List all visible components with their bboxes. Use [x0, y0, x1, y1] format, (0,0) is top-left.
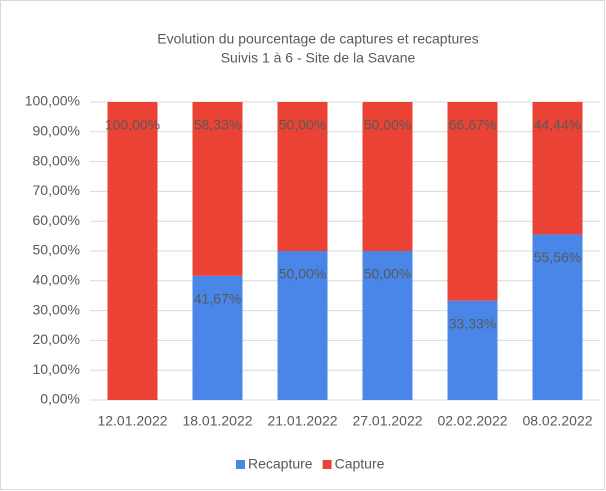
data-label: 66,67%: [449, 117, 496, 133]
bar-segment: [362, 102, 413, 251]
legend-swatch: [236, 460, 245, 469]
data-label: 50,00%: [279, 266, 326, 282]
bar-segment: [532, 234, 583, 400]
y-tick-label: 70,00%: [33, 182, 80, 198]
chart-title: Evolution du pourcentage de captures et …: [157, 31, 478, 47]
legend-label: Recapture: [248, 456, 313, 472]
data-label: 58,33%: [194, 117, 241, 133]
x-tick-label: 08.02.2022: [522, 413, 592, 429]
data-label: 55,56%: [534, 249, 581, 265]
y-tick-label: 20,00%: [33, 331, 80, 347]
y-tick-label: 0,00%: [40, 391, 80, 407]
y-tick-label: 60,00%: [33, 212, 80, 228]
x-tick-label: 27.01.2022: [352, 413, 422, 429]
data-label: 44,44%: [534, 117, 581, 133]
bar-segment: [277, 251, 328, 400]
y-tick-label: 10,00%: [33, 361, 80, 377]
bar-segment: [107, 102, 158, 400]
bar-segment: [447, 102, 498, 301]
bar-segment: [447, 300, 498, 400]
data-label: 50,00%: [364, 117, 411, 133]
x-tick-label: 18.01.2022: [182, 413, 252, 429]
legend-swatch: [322, 460, 332, 469]
y-tick-label: 90,00%: [33, 123, 80, 139]
y-tick-label: 50,00%: [33, 242, 80, 258]
bar-segment: [277, 102, 328, 251]
y-tick-label: 40,00%: [33, 272, 80, 288]
data-label: 41,67%: [194, 291, 241, 307]
x-tick-label: 12.01.2022: [97, 413, 167, 429]
data-label: 100,00%: [105, 117, 160, 133]
chart-subtitle: Suivis 1 à 6 - Site de la Savane: [221, 50, 416, 66]
bar-segment: [362, 251, 413, 400]
legend-label: Capture: [335, 456, 385, 472]
bar-segment: [192, 275, 243, 400]
data-label: 33,33%: [449, 315, 496, 331]
data-label: 50,00%: [364, 266, 411, 282]
y-tick-label: 30,00%: [33, 301, 80, 317]
x-tick-label: 02.02.2022: [437, 413, 507, 429]
data-label: 50,00%: [279, 117, 326, 133]
x-tick-label: 21.01.2022: [267, 413, 337, 429]
y-tick-label: 80,00%: [33, 152, 80, 168]
y-tick-label: 100,00%: [25, 93, 80, 109]
bar-segment: [192, 102, 243, 276]
bar-segment: [532, 102, 583, 235]
